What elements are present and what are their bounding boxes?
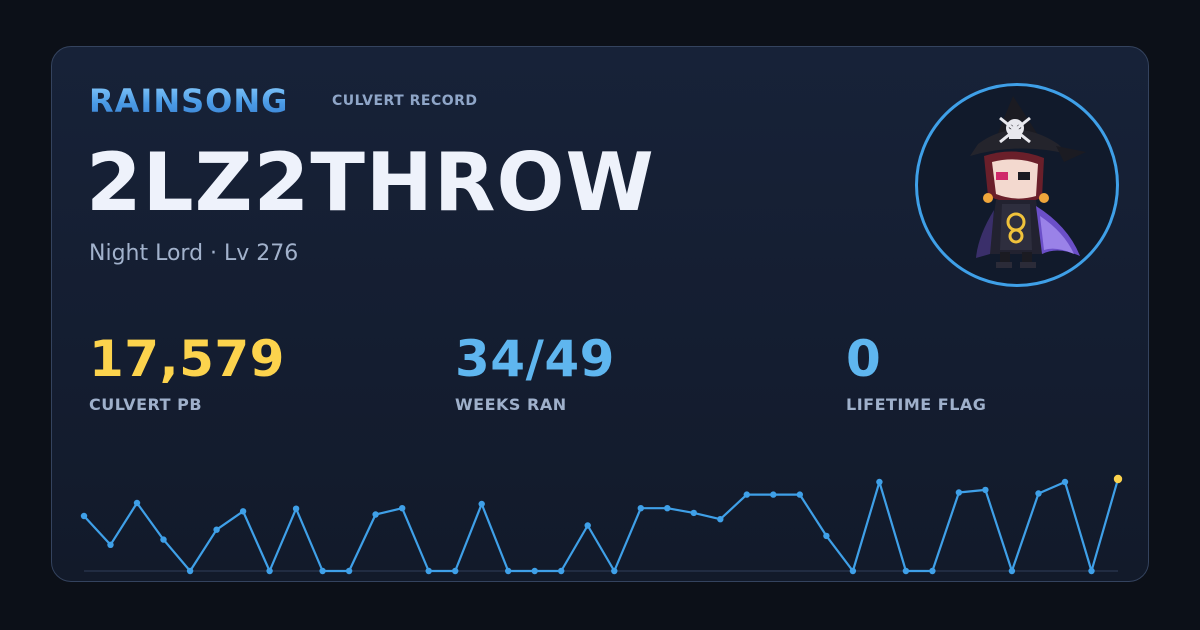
chart-point — [213, 526, 220, 533]
chart-point — [955, 489, 963, 496]
record-label: CULVERT RECORD — [332, 93, 478, 109]
chart-point — [584, 522, 591, 529]
chart-point-latest — [1113, 474, 1123, 484]
chart-point — [876, 478, 883, 486]
chart-point — [399, 505, 406, 512]
chart-point — [929, 567, 936, 575]
chart-point — [478, 500, 485, 508]
character-avatar-icon — [970, 96, 1086, 268]
chart-point — [1088, 567, 1095, 575]
stat-label: WEEKS RAN — [455, 395, 567, 414]
chart-point — [717, 516, 724, 523]
chart-point — [664, 505, 671, 512]
chart-point — [186, 567, 194, 575]
chart-point — [611, 567, 618, 575]
chart-point — [425, 567, 432, 575]
character-name: 2LZ2THROW — [86, 136, 655, 229]
chart-point — [637, 505, 644, 512]
weekly-score-chart — [80, 474, 1123, 575]
stat-value: 34/49 — [455, 330, 615, 388]
stat-label: LIFETIME FLAG — [846, 395, 987, 414]
chart-point — [1061, 478, 1069, 486]
chart-point — [372, 511, 379, 518]
chart-point — [292, 505, 300, 512]
chart-point — [849, 567, 857, 575]
chart-point — [690, 509, 697, 517]
chart-point — [1008, 567, 1016, 575]
chart-point — [558, 567, 565, 575]
stat-lifetime-flag: 0 LIFETIME FLAG — [846, 329, 986, 415]
stat-value: 0 — [846, 330, 882, 388]
avatar — [915, 83, 1119, 287]
chart-point — [902, 567, 910, 575]
chart-point — [770, 491, 777, 498]
chart-point — [345, 567, 353, 575]
series-line — [83, 478, 1120, 573]
brand-title: RAINSONG — [89, 82, 289, 120]
culvert-record-card: RAINSONG CULVERT RECORD 2LZ2THROW Night … — [51, 46, 1149, 582]
character-subtitle: Night Lord · Lv 276 — [89, 241, 299, 266]
chart-point — [531, 567, 538, 575]
chart-point — [107, 541, 114, 548]
chart-point — [266, 567, 273, 575]
stat-weeks-ran: 34/49 WEEKS RAN — [455, 329, 615, 415]
chart-point — [160, 536, 167, 543]
chart-point — [743, 491, 750, 498]
stat-label: CULVERT PB — [89, 395, 203, 414]
chart-point — [80, 512, 88, 520]
chart-point — [982, 486, 989, 494]
chart-point — [319, 567, 326, 575]
chart-point — [133, 499, 141, 507]
stat-culvert-pb: 17,579 CULVERT PB — [89, 329, 285, 415]
chart-point — [452, 567, 459, 575]
chart-point — [796, 491, 803, 498]
chart-point — [1035, 490, 1042, 497]
chart-point — [239, 508, 247, 515]
chart-point — [505, 567, 512, 575]
stat-value: 17,579 — [89, 330, 285, 388]
chart-point — [823, 532, 830, 540]
